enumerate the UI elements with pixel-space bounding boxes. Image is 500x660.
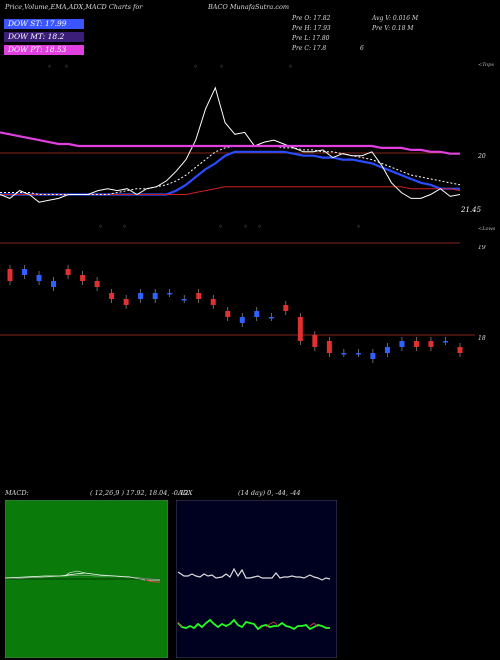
- candle-body-1: [22, 269, 28, 275]
- candle-body-11: [167, 293, 173, 295]
- candle-body-16: [239, 317, 245, 323]
- price-marker-6: ⁘: [122, 224, 126, 230]
- ema-chart: <Tops <Lows 20 21.45 ⁘ ⁘ ⁘ ⁘ ⁘ ⁘ ⁘ ⁘ ⁘ ⁘ ⁘: [0, 62, 496, 244]
- candle-body-27: [399, 341, 405, 347]
- stat-prev-close: Pre C: 17.8: [292, 45, 327, 52]
- candle-body-30: [442, 341, 448, 343]
- ema-series-3: [0, 145, 461, 195]
- candle-body-13: [196, 293, 202, 299]
- price-marker-10: ⁘: [356, 224, 360, 230]
- candle-body-19: [283, 305, 289, 311]
- adx-minus-di-a: [265, 621, 279, 628]
- adx-params: (14 day) 0, -44, -44: [238, 489, 301, 497]
- candle-body-9: [138, 293, 144, 299]
- candle-level-19: 19: [478, 245, 486, 251]
- price-marker-2: ⁘: [193, 64, 197, 70]
- candle-body-28: [413, 341, 419, 347]
- stat-prev-volume: Pre V: 0.18 M: [372, 25, 414, 32]
- adx-minus-di-c: [309, 622, 319, 628]
- candle-body-0: [7, 269, 13, 281]
- candle-body-14: [210, 299, 216, 305]
- macd-histogram-negative: [144, 579, 160, 583]
- candle-body-10: [152, 293, 158, 299]
- candlestick-chart: 19 18: [0, 245, 486, 363]
- candle-body-24: [355, 353, 361, 355]
- price-marker-1: ⁘: [64, 64, 68, 70]
- candle-body-31: [457, 347, 463, 353]
- candle-body-20: [297, 317, 303, 341]
- adx-title: ADX: [178, 489, 193, 497]
- adx-line: [177, 567, 331, 581]
- candle-body-12: [181, 299, 187, 301]
- candle-body-18: [268, 317, 274, 319]
- candle-body-29: [428, 341, 434, 347]
- candle-body-22: [326, 341, 332, 353]
- stat-prev-high: Pre H: 17.93: [292, 25, 331, 32]
- macd-params: ( 12,26,9 ) 17.92, 18.04, -0.12: [90, 489, 189, 497]
- macd-peak: [64, 570, 86, 577]
- level-label-20: 20: [477, 153, 486, 160]
- candle-body-26: [384, 347, 390, 353]
- candle-body-21: [312, 335, 318, 347]
- candle-body-2: [36, 275, 42, 281]
- price-marker-9: ⁘: [257, 224, 261, 230]
- candle-body-15: [225, 311, 231, 317]
- candle-body-17: [254, 311, 260, 317]
- price-marker-3: ⁘: [219, 64, 223, 70]
- adx-plus-di: [177, 618, 330, 631]
- adx-minus-di-b: [177, 621, 183, 628]
- legend-dow-pt: DOW PT: 18.53: [4, 45, 84, 55]
- candle-body-3: [51, 281, 57, 287]
- price-marker-4: ⁘: [288, 64, 292, 70]
- candle-body-8: [123, 299, 129, 305]
- macd-panel: [5, 500, 168, 658]
- adx-panel: [176, 500, 337, 658]
- stat-avg-volume: Avg V: 0.016 M: [372, 15, 419, 22]
- stat-prev-open: Pre O: 17.82: [292, 15, 331, 22]
- legend-dow-st: DOW ST: 17.99: [4, 19, 84, 29]
- chart-header-center: BACO MunafaSutra.com: [208, 3, 290, 11]
- ema-series-1: [0, 186, 461, 195]
- price-marker-7: ⁘: [218, 224, 222, 230]
- candle-body-23: [341, 353, 347, 355]
- ema-series-4: [0, 131, 460, 155]
- price-marker-0: ⁘: [47, 64, 51, 70]
- candle-body-4: [65, 269, 71, 275]
- macd-title: MACD:: [5, 489, 29, 497]
- legend-dow-mt: DOW MT: 18.2: [4, 32, 84, 42]
- price-marker-8: ⁘: [243, 224, 247, 230]
- ema-series-0: [0, 150, 460, 196]
- price-marker-5: ⁘: [98, 224, 102, 230]
- level-label-21-45: 21.45: [460, 206, 482, 214]
- adx-background: [176, 500, 337, 658]
- candle-body-7: [109, 293, 115, 299]
- chart-header-left: Price,Volume,EMA,ADX,MACD Charts for: [5, 3, 143, 11]
- candle-body-6: [94, 281, 100, 287]
- lows-label: <Lows: [478, 226, 496, 232]
- stat-prev-close-tail: 6: [360, 45, 364, 52]
- candle-body-25: [370, 353, 376, 359]
- candle-body-5: [80, 275, 86, 281]
- stat-prev-low: Pre L: 17.80: [292, 35, 330, 42]
- macd-signal-line: [5, 574, 160, 580]
- candle-level-18: 18: [478, 335, 486, 342]
- tops-label: <Tops: [478, 62, 494, 68]
